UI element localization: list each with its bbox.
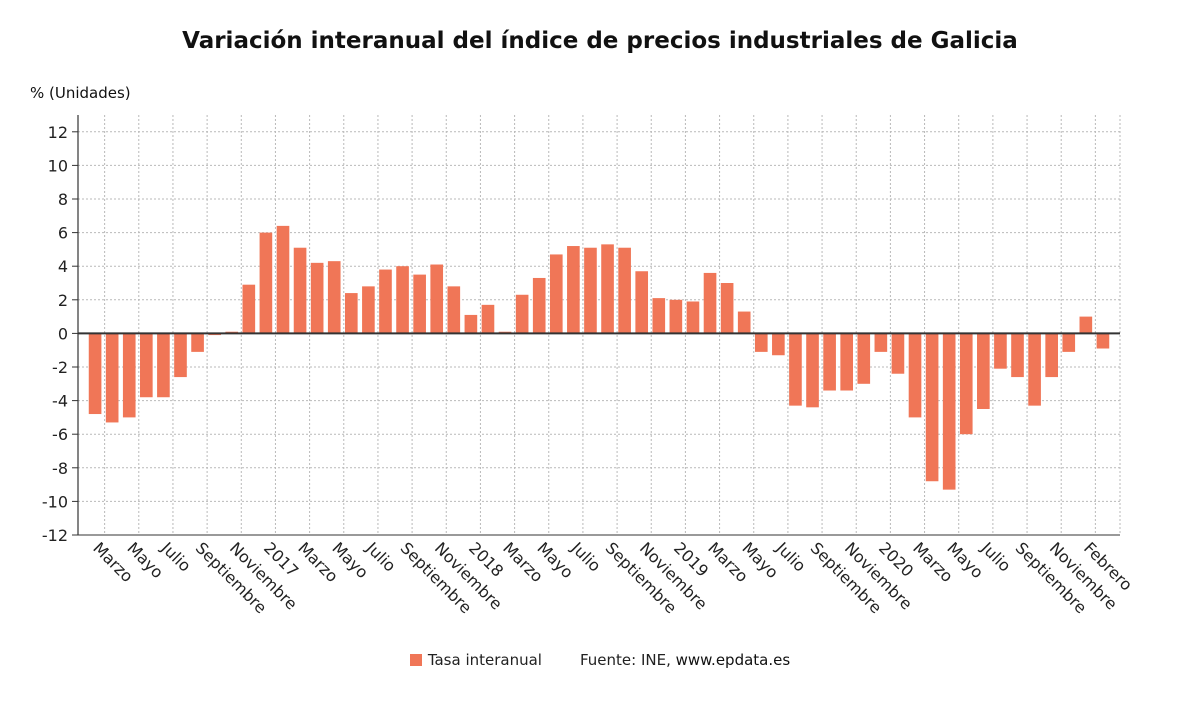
chart-title: Variación interanual del índice de preci… — [182, 28, 1018, 54]
bar — [327, 261, 341, 334]
bar — [567, 246, 580, 334]
bar — [344, 293, 358, 334]
source-link[interactable]: www.epdata.es — [675, 651, 791, 669]
bar — [105, 333, 119, 423]
y-tick-label: -10 — [42, 492, 68, 511]
bar — [994, 333, 1007, 369]
bar — [310, 262, 324, 334]
bar — [840, 333, 854, 391]
bar — [959, 333, 973, 435]
bar — [720, 283, 734, 334]
bar — [857, 333, 871, 384]
bar — [908, 333, 922, 418]
axes — [72, 115, 1120, 536]
bar — [1096, 333, 1110, 349]
y-tick-label: -6 — [52, 425, 68, 444]
bar — [242, 284, 256, 334]
y-tick-label: -12 — [42, 526, 68, 545]
bar — [789, 333, 802, 406]
bar — [806, 333, 819, 408]
bar — [362, 286, 375, 334]
y-tick-label: 4 — [58, 257, 68, 276]
bar — [1062, 333, 1076, 352]
bar — [464, 314, 478, 334]
source-label: Fuente: INE, — [579, 651, 676, 669]
bar — [259, 232, 273, 334]
bar — [703, 272, 717, 334]
y-tick-label: -8 — [52, 459, 68, 478]
bar — [669, 299, 683, 334]
bar — [122, 333, 136, 418]
y-tick-label: 10 — [48, 156, 68, 175]
bar — [1079, 316, 1093, 334]
bar — [686, 301, 700, 334]
bar — [977, 333, 990, 409]
bar — [874, 333, 888, 352]
bar — [1045, 333, 1058, 378]
bar — [549, 254, 563, 334]
bar — [584, 247, 597, 334]
bar — [737, 311, 751, 334]
bar-chart: 12 10 8 6 4 2 0 -2 -4 -6 -8 -10 -12 MarzoMayoJulioSe… — [42, 115, 1136, 618]
grid-lines — [78, 115, 1121, 536]
bar — [891, 333, 905, 374]
bar — [1028, 333, 1041, 406]
bar — [618, 247, 631, 334]
bar — [430, 264, 444, 334]
y-axis-label: % (Unidades) — [30, 84, 131, 102]
bar — [276, 225, 290, 334]
bar — [88, 333, 102, 415]
bar — [191, 333, 204, 352]
bar — [823, 333, 836, 391]
y-tick-label: 2 — [58, 291, 68, 310]
bar — [652, 298, 666, 334]
legend-swatch — [409, 654, 422, 666]
bar — [174, 333, 187, 378]
bar — [635, 271, 649, 334]
y-tick-label: 8 — [58, 190, 68, 209]
bar — [293, 247, 307, 334]
y-tick-label: -4 — [52, 392, 68, 411]
bar — [413, 274, 426, 334]
bar — [754, 333, 768, 352]
bar — [601, 244, 614, 334]
x-tick-labels: MarzoMayoJulioSeptiembreNoviembre2017Mar… — [89, 538, 1136, 618]
bar — [157, 333, 170, 398]
y-tick-labels: 12 10 8 6 4 2 0 -2 -4 -6 -8 -10 -12 — [42, 123, 68, 545]
bar — [447, 286, 461, 334]
legend-label: Tasa interanual — [427, 651, 542, 669]
bar — [140, 333, 153, 398]
bar — [515, 294, 529, 334]
bar — [925, 333, 939, 482]
bar — [396, 266, 409, 334]
bar — [1011, 333, 1024, 378]
bar — [942, 333, 956, 490]
bar — [772, 333, 785, 356]
bar — [532, 277, 546, 334]
bar-series — [88, 225, 1110, 490]
bar — [379, 269, 392, 334]
legend: Tasa interanual Fuente: INE, www.epdata.e… — [0, 651, 1200, 669]
y-tick-label: 0 — [58, 324, 68, 343]
y-tick-label: 6 — [58, 224, 68, 243]
y-tick-label: -2 — [52, 358, 68, 377]
y-tick-label: 12 — [48, 123, 68, 142]
bar — [481, 304, 495, 334]
